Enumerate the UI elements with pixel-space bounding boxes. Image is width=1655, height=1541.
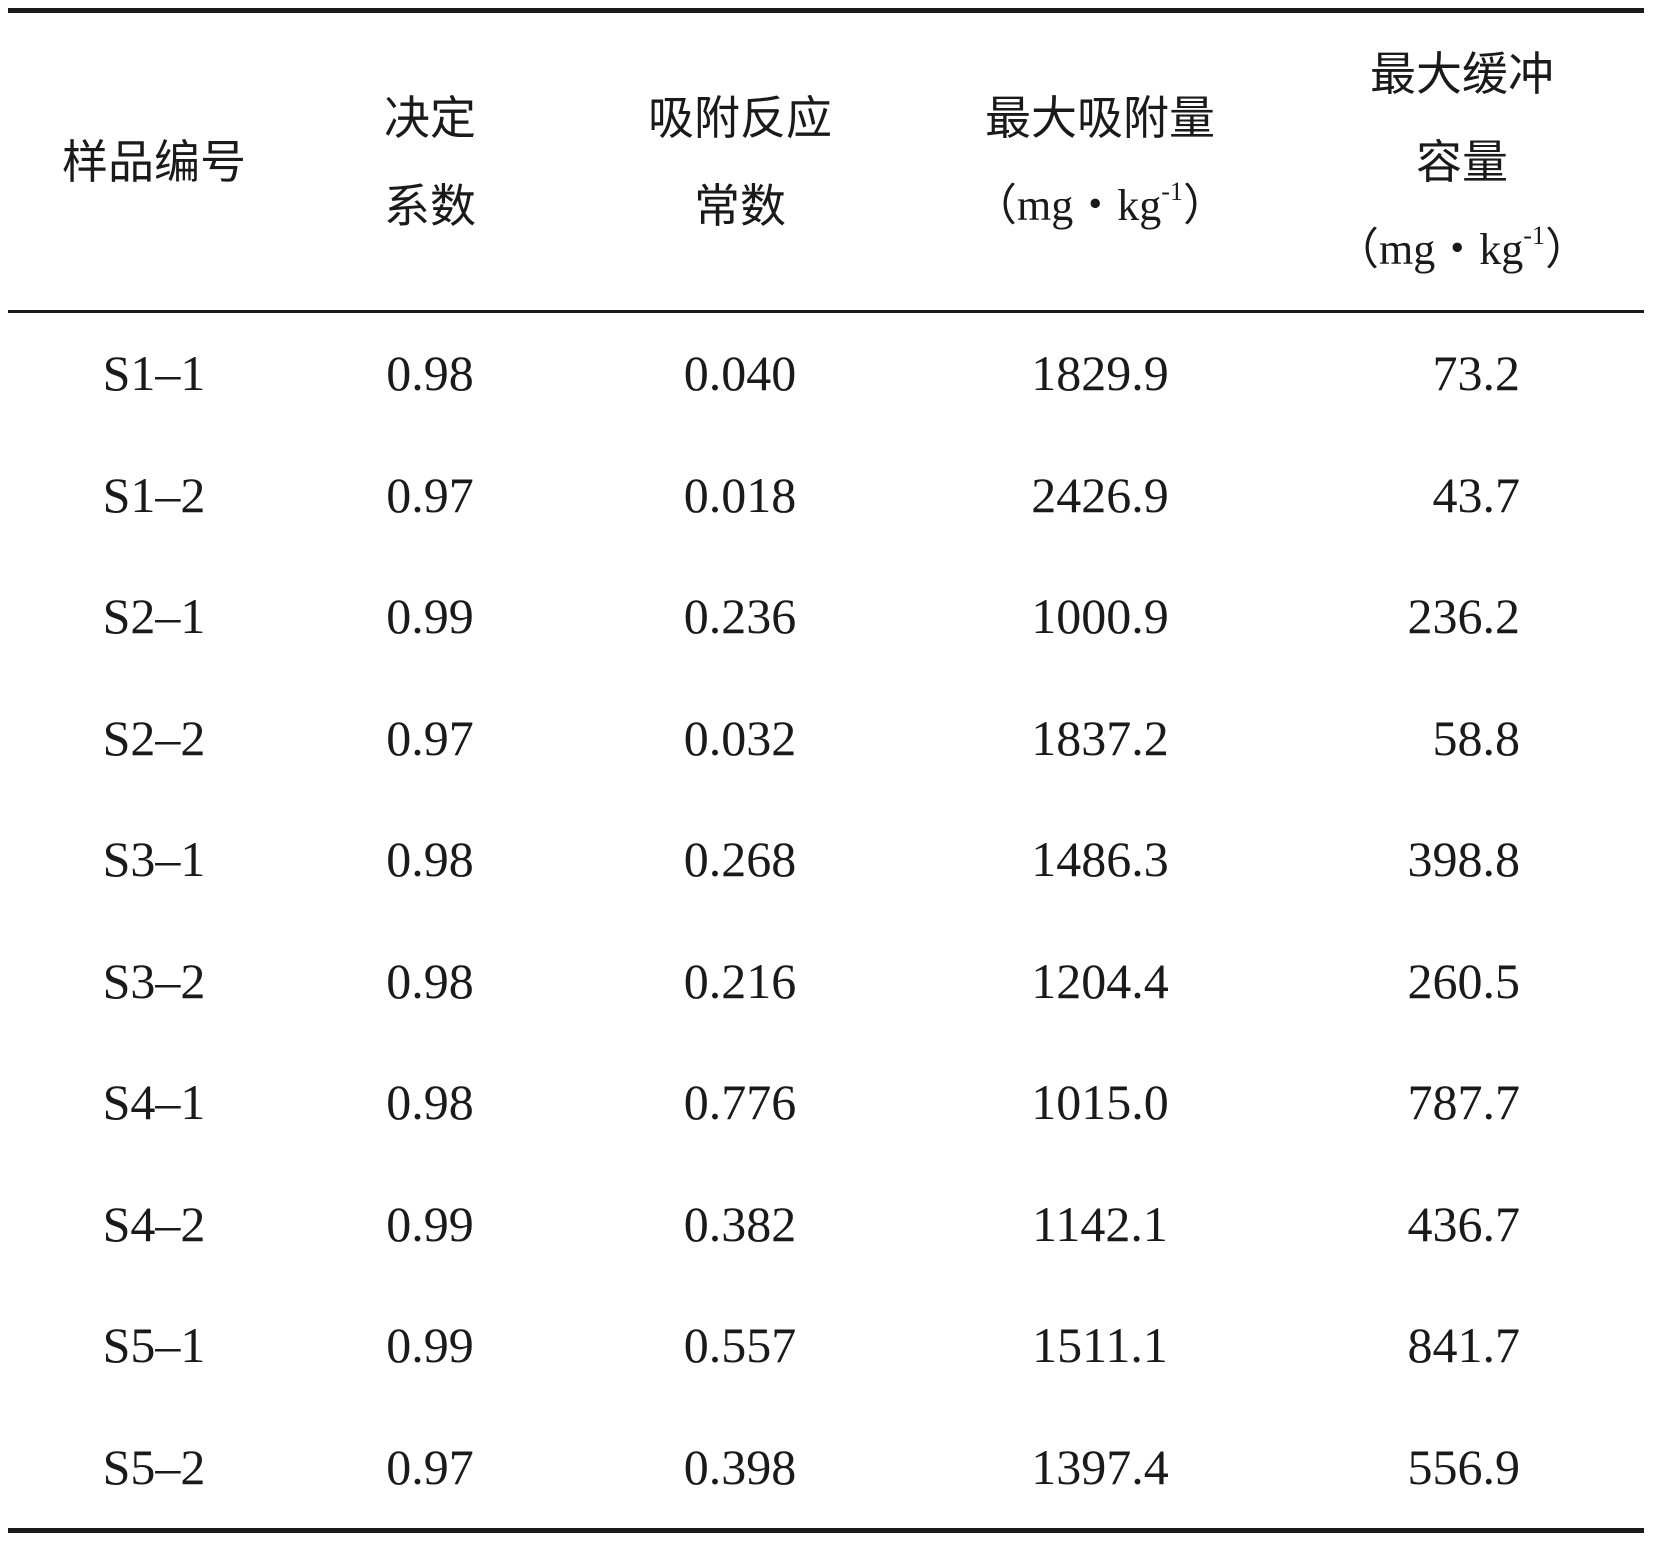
cell-mbc: 436.7 xyxy=(1407,1195,1521,1252)
header-qmax: 最大吸附量 （mg・kg-1） xyxy=(920,13,1280,310)
header-qmax-unit: （mg・kg-1） xyxy=(973,162,1227,250)
header-mbc-line1: 最大缓冲 xyxy=(1370,46,1554,101)
table-row: S5–2 0.97 0.398 1397.4 556.9 xyxy=(8,1407,1644,1529)
cell-sample: S1–1 xyxy=(102,345,206,401)
cell-mbc: 73.2 xyxy=(1432,345,1521,401)
cell-sample: S5–1 xyxy=(102,1317,206,1373)
cell-k: 0.557 xyxy=(683,1317,797,1373)
cell-mbc: 787.7 xyxy=(1407,1074,1521,1130)
table-row: S3–1 0.98 0.268 1486.3 398.8 xyxy=(8,799,1644,921)
header-sample-id: 样品编号 xyxy=(8,13,300,310)
cell-mbc: 260.5 xyxy=(1407,952,1521,1009)
cell-qmax: 1829.9 xyxy=(1031,345,1169,401)
table-header: 样品编号 决定 系数 吸附反应 常数 最大吸附量 （mg・kg-1） 最大缓冲 … xyxy=(8,13,1644,310)
header-r2: 决定 系数 xyxy=(300,13,560,310)
table-header-rule xyxy=(8,310,1644,313)
table-body: S1–1 0.98 0.040 1829.9 73.2 S1–2 0.97 0.… xyxy=(8,313,1644,1528)
cell-k: 0.398 xyxy=(683,1438,797,1495)
cell-qmax: 1000.9 xyxy=(1031,588,1169,644)
cell-qmax: 1397.4 xyxy=(1031,1438,1169,1495)
header-r2-line1: 决定 xyxy=(384,90,476,145)
table-row: S4–1 0.98 0.776 1015.0 787.7 xyxy=(8,1042,1644,1164)
cell-qmax: 1204.4 xyxy=(1031,952,1169,1009)
table-bottom-rule xyxy=(8,1528,1644,1533)
header-mbc-unit: （mg・kg-1） xyxy=(1335,206,1589,294)
header-mbc-line2: 容量 xyxy=(1416,134,1508,189)
cell-sample: S3–1 xyxy=(102,831,206,887)
cell-qmax: 1015.0 xyxy=(1031,1074,1169,1130)
cell-k: 0.268 xyxy=(683,831,797,887)
header-qmax-unit-close: ） xyxy=(1182,180,1227,230)
cell-r2: 0.99 xyxy=(386,588,474,644)
table-row: S3–2 0.98 0.216 1204.4 260.5 xyxy=(8,921,1644,1043)
data-table: 样品编号 决定 系数 吸附反应 常数 最大吸附量 （mg・kg-1） 最大缓冲 … xyxy=(8,8,1644,1533)
cell-k: 0.382 xyxy=(683,1195,797,1252)
cell-r2: 0.98 xyxy=(386,1074,474,1130)
cell-sample: S1–2 xyxy=(102,466,206,523)
cell-mbc: 398.8 xyxy=(1407,831,1521,887)
header-qmax-unit-open: （mg・kg xyxy=(973,180,1162,230)
cell-mbc: 58.8 xyxy=(1432,709,1521,766)
cell-mbc: 43.7 xyxy=(1432,466,1521,523)
cell-k: 0.040 xyxy=(683,345,797,401)
cell-sample: S2–2 xyxy=(102,709,206,766)
cell-mbc: 841.7 xyxy=(1407,1317,1521,1373)
cell-mbc: 236.2 xyxy=(1407,588,1521,644)
cell-mbc: 556.9 xyxy=(1407,1438,1521,1495)
table-top-rule xyxy=(8,8,1644,13)
cell-qmax: 2426.9 xyxy=(1031,466,1169,523)
header-mbc: 最大缓冲 容量 （mg・kg-1） xyxy=(1280,13,1644,310)
table-row: S1–1 0.98 0.040 1829.9 73.2 xyxy=(8,313,1644,435)
cell-r2: 0.97 xyxy=(386,466,474,523)
header-qmax-line1: 最大吸附量 xyxy=(985,90,1215,145)
cell-r2: 0.99 xyxy=(386,1317,474,1373)
header-qmax-unit-exp: -1 xyxy=(1161,176,1183,206)
cell-sample: S2–1 xyxy=(102,588,206,644)
cell-k: 0.236 xyxy=(683,588,797,644)
cell-sample: S3–2 xyxy=(102,952,206,1009)
cell-r2: 0.97 xyxy=(386,1438,474,1495)
cell-qmax: 1486.3 xyxy=(1031,831,1169,887)
cell-sample: S4–2 xyxy=(102,1195,206,1252)
table-row: S2–1 0.99 0.236 1000.9 236.2 xyxy=(8,556,1644,678)
cell-k: 0.216 xyxy=(683,952,797,1009)
header-sample-id-label: 样品编号 xyxy=(62,134,246,189)
cell-r2: 0.98 xyxy=(386,952,474,1009)
cell-r2: 0.97 xyxy=(386,709,474,766)
cell-sample: S4–1 xyxy=(102,1074,206,1130)
header-k-line1: 吸附反应 xyxy=(648,90,832,145)
cell-qmax: 1837.2 xyxy=(1031,709,1169,766)
table-row: S1–2 0.97 0.018 2426.9 43.7 xyxy=(8,435,1644,557)
header-mbc-unit-close: ） xyxy=(1544,224,1589,274)
cell-k: 0.018 xyxy=(683,466,797,523)
cell-qmax: 1511.1 xyxy=(1032,1317,1168,1373)
header-mbc-unit-open: （mg・kg xyxy=(1335,224,1524,274)
cell-r2: 0.98 xyxy=(386,831,474,887)
header-mbc-unit-exp: -1 xyxy=(1523,220,1545,250)
cell-sample: S5–2 xyxy=(102,1438,206,1495)
cell-k: 0.032 xyxy=(683,709,797,766)
header-k: 吸附反应 常数 xyxy=(560,13,920,310)
header-k-line2: 常数 xyxy=(694,178,786,233)
cell-k: 0.776 xyxy=(683,1074,797,1130)
table-row: S5–1 0.99 0.557 1511.1 841.7 xyxy=(8,1285,1644,1407)
header-r2-line2: 系数 xyxy=(384,178,476,233)
table-row: S2–2 0.97 0.032 1837.2 58.8 xyxy=(8,678,1644,800)
cell-r2: 0.98 xyxy=(386,345,474,401)
cell-r2: 0.99 xyxy=(386,1195,474,1252)
cell-qmax: 1142.1 xyxy=(1032,1195,1168,1252)
table-row: S4–2 0.99 0.382 1142.1 436.7 xyxy=(8,1164,1644,1286)
